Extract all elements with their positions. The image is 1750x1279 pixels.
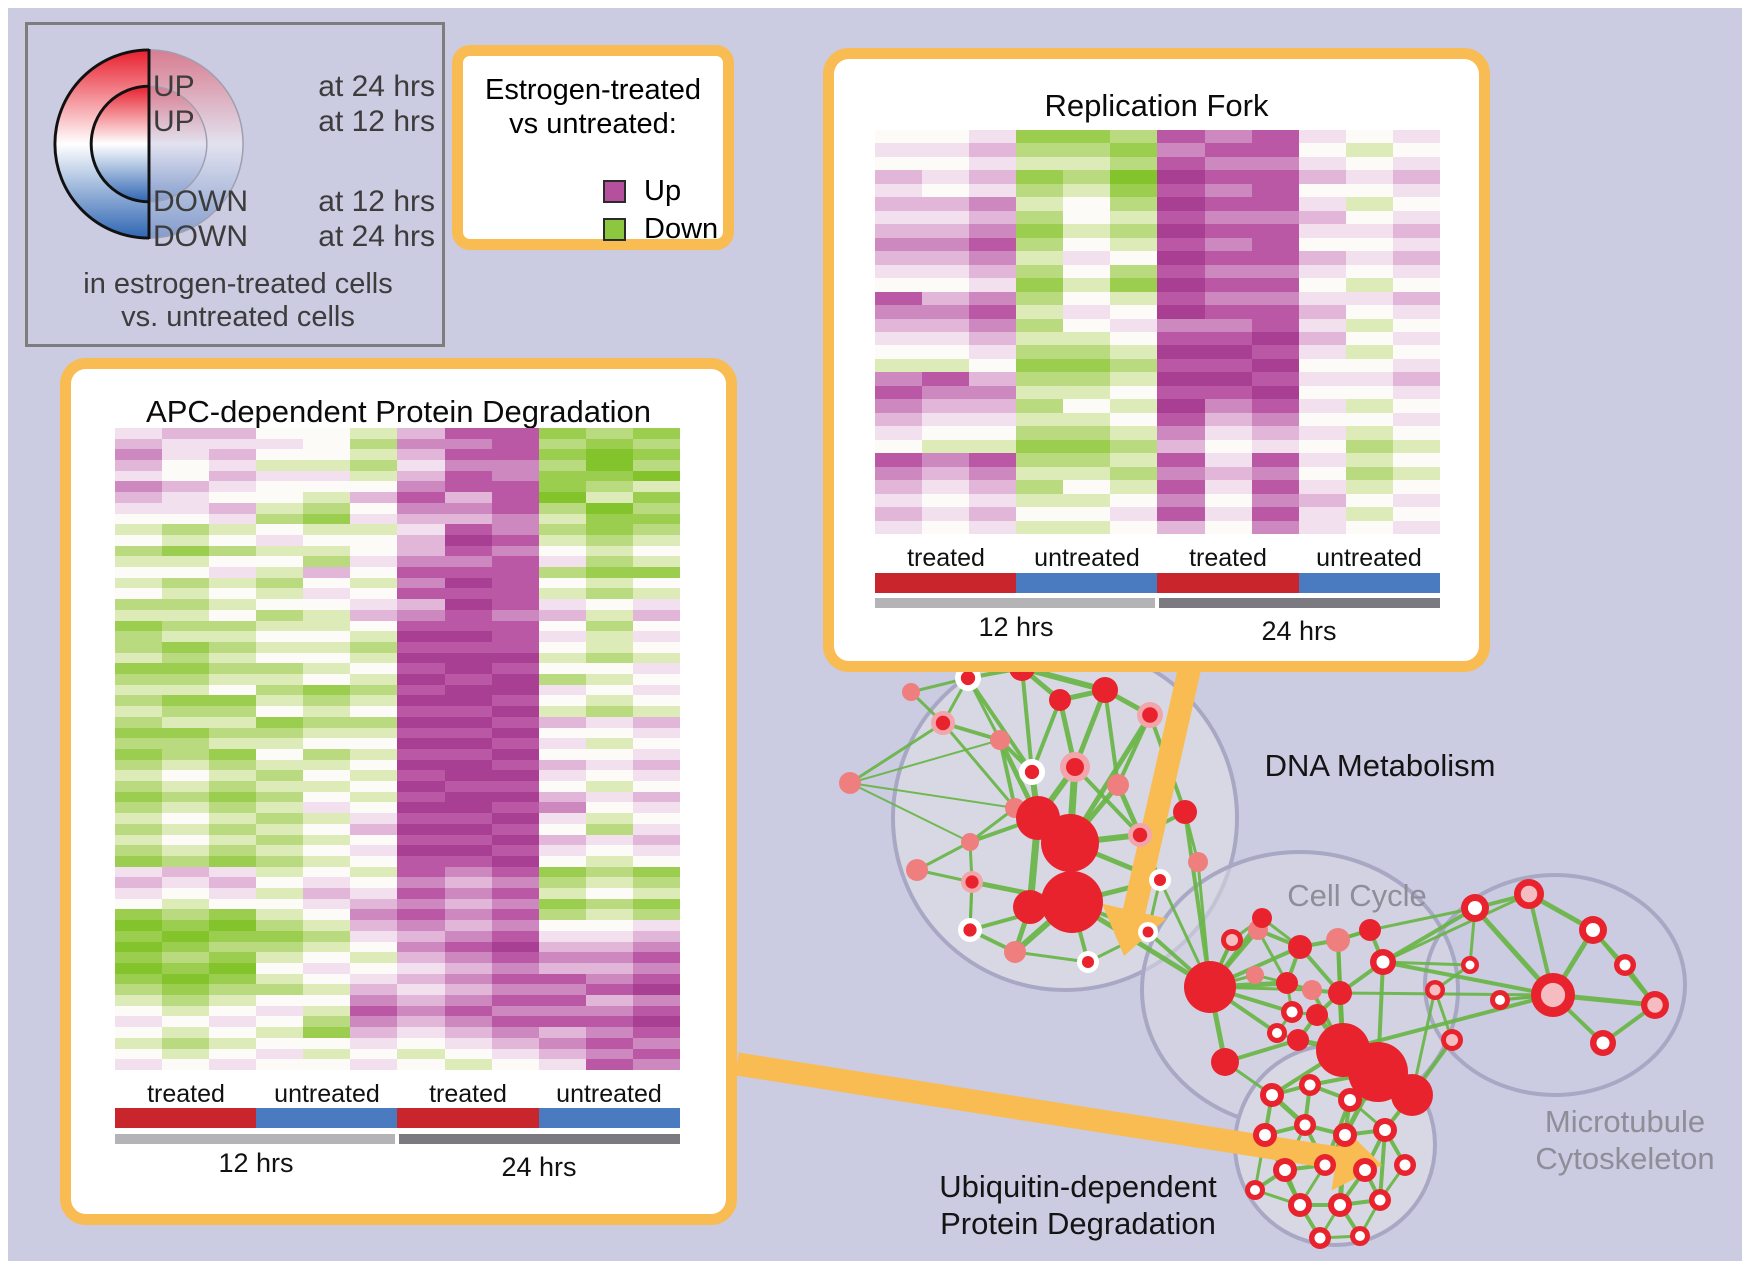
- up-label: Up: [644, 175, 682, 207]
- legend-up-row: Up: [603, 175, 682, 207]
- time-label: at 24 hrs: [318, 70, 435, 103]
- rf-group-label-treated-24: treated: [1189, 544, 1267, 572]
- rf-group-label-treated-12: treated: [907, 544, 985, 572]
- microtubule-cytoskeleton-label: Microtubule Cytoskeleton: [1535, 1104, 1715, 1176]
- dna-metabolism-label: DNA Metabolism: [1264, 748, 1496, 783]
- apc-untreated-bar-2: [539, 1108, 680, 1128]
- rf-group-label-untreated-24: untreated: [1316, 544, 1422, 572]
- direction-label: DOWN: [153, 185, 248, 218]
- apc-treated-bar-1: [115, 1108, 256, 1128]
- updown-color-legend-box: Estrogen-treated vs untreated: Up Down: [452, 45, 734, 250]
- apc-group-label-untreated-24: untreated: [556, 1080, 662, 1108]
- time-label: at 12 hrs: [318, 185, 435, 218]
- cell-cycle-label: Cell Cycle: [1287, 878, 1427, 913]
- apc-group-label-treated-12: treated: [147, 1080, 225, 1108]
- rf-12hrs-bar: [875, 598, 1155, 608]
- apc-degradation-heatmap: [115, 428, 680, 1070]
- legend-row-up-24: UP at 24 hrs: [28, 70, 442, 104]
- legend-row-down-24: DOWN at 24 hrs: [28, 220, 442, 254]
- updown-ring-gradient-icon: [53, 48, 245, 240]
- ubiquitin-degradation-label: Ubiquitin-dependent Protein Degradation: [939, 1169, 1217, 1241]
- rf-12hrs-label: 12 hrs: [978, 612, 1054, 642]
- rf-24hrs-label: 24 hrs: [1261, 616, 1337, 646]
- down-label: Down: [644, 213, 719, 245]
- rf-treated-bar-1: [875, 573, 1016, 593]
- apc-untreated-bar-1: [256, 1108, 397, 1128]
- rf-untreated-bar-1: [1016, 573, 1157, 593]
- apc-12hrs-label: 12 hrs: [218, 1148, 294, 1178]
- direction-label: UP: [153, 105, 195, 138]
- apc-group-label-untreated-12: untreated: [274, 1080, 380, 1108]
- legend-caption: in estrogen-treated cells vs. untreated …: [83, 268, 393, 333]
- legend-down-row: Down: [603, 213, 719, 245]
- apc-12hrs-bar: [115, 1134, 395, 1144]
- legend-row-up-12: UP at 12 hrs: [28, 105, 442, 139]
- time-label: at 24 hrs: [318, 220, 435, 253]
- apc-panel-title: APC-dependent Protein Degradation: [146, 394, 651, 429]
- rf-treated-bar-2: [1157, 573, 1299, 593]
- down-green-swatch-icon: [603, 217, 626, 241]
- rf-untreated-bar-2: [1299, 573, 1440, 593]
- updown-legend-title: Estrogen-treated vs untreated:: [484, 74, 701, 140]
- replication-fork-heatmap: [875, 130, 1440, 534]
- rf-24hrs-bar: [1159, 598, 1440, 608]
- apc-24hrs-label: 24 hrs: [501, 1152, 577, 1182]
- legend-row-down-12: DOWN at 12 hrs: [28, 185, 442, 219]
- ring-legend-box: UP at 24 hrs UP at 12 hrs DOWN at 12 hrs…: [25, 22, 445, 347]
- apc-24hrs-bar: [399, 1134, 680, 1144]
- time-label: at 12 hrs: [318, 105, 435, 138]
- rf-panel-title: Replication Fork: [1044, 88, 1269, 123]
- apc-group-label-treated-24: treated: [429, 1080, 507, 1108]
- direction-label: UP: [153, 70, 195, 103]
- up-magenta-swatch-icon: [603, 179, 626, 203]
- rf-group-label-untreated-12: untreated: [1034, 544, 1140, 572]
- apc-treated-bar-2: [397, 1108, 539, 1128]
- direction-label: DOWN: [153, 220, 248, 253]
